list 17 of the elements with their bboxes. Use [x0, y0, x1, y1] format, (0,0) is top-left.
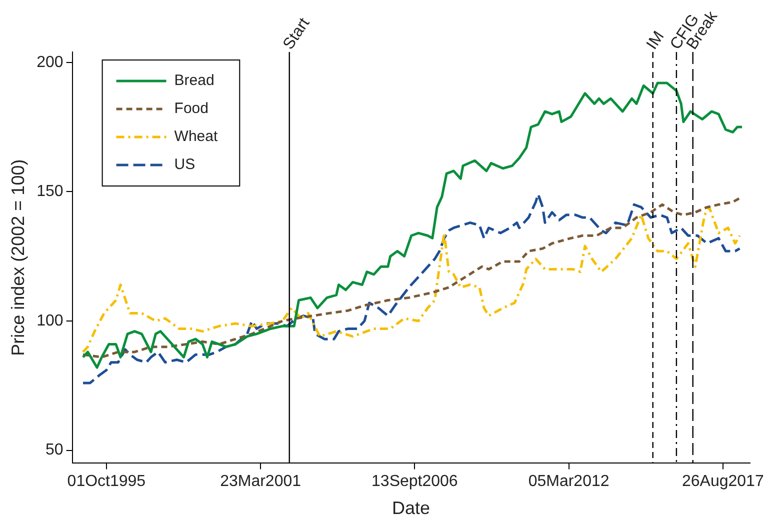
line-series — [82, 192, 741, 384]
x-axis-title: Date — [392, 498, 430, 518]
legend-label: US — [174, 156, 196, 174]
y-tick-label: 150 — [36, 183, 64, 200]
x-tick-label: 05Mar2012 — [528, 473, 610, 490]
legend-label: Food — [174, 100, 208, 118]
x-tick-label: 01Oct1995 — [67, 473, 146, 490]
y-tick-label: 100 — [36, 312, 64, 330]
ref-line-label: IM — [644, 28, 668, 53]
legend-label: Bread — [174, 72, 214, 90]
x-tick-label: 23Mar2001 — [220, 473, 302, 490]
y-tick-label: 200 — [36, 54, 64, 71]
y-tick-label: 50 — [46, 442, 64, 459]
x-tick-label: 13Sept2006 — [372, 473, 458, 490]
y-axis-title: Price index (2002 = 100) — [8, 159, 28, 356]
legend-label: Wheat — [174, 128, 218, 146]
x-tick-label: 26Aug2017 — [682, 473, 764, 490]
